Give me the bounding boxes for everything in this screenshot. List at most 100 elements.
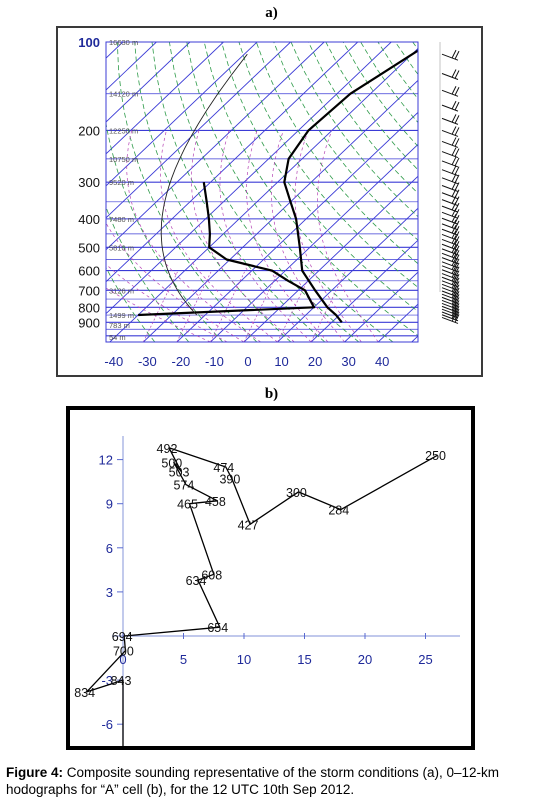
hodo-pressure-label: 654 xyxy=(207,621,228,635)
wind-barb-flag xyxy=(451,240,457,249)
figure-caption: Figure 4: Composite sounding representat… xyxy=(6,764,536,798)
wind-barb-flag xyxy=(451,310,457,319)
temperature-tick-label: 20 xyxy=(308,354,322,369)
dry-adiabat-line xyxy=(412,42,418,50)
wind-barb-flag xyxy=(454,303,460,312)
pressure-tick-label: 100 xyxy=(78,35,100,50)
wind-barb-flag xyxy=(451,293,457,302)
wind-barb-flag xyxy=(454,127,460,136)
hodo-y-tick-label: 12 xyxy=(99,453,113,468)
isotherm-line xyxy=(106,42,224,155)
height-label: 10750 m xyxy=(109,155,138,164)
isotherm-line xyxy=(210,143,418,342)
wind-barb xyxy=(441,165,460,177)
wind-barb xyxy=(441,195,460,207)
temperature-tick-label: 40 xyxy=(375,354,389,369)
height-label: 16630 m xyxy=(109,38,138,47)
hodo-pressure-label: 694 xyxy=(112,630,133,644)
wind-barb-flag xyxy=(451,235,457,244)
hodo-pressure-label: 427 xyxy=(238,518,259,532)
pressure-tick-label: 200 xyxy=(78,123,100,138)
wind-barb xyxy=(441,126,460,137)
wind-barb-flag xyxy=(454,314,460,323)
wind-barb-flag xyxy=(451,230,457,239)
hodo-y-tick-label: -6 xyxy=(101,717,113,732)
wind-barb xyxy=(441,230,460,241)
dewpoint-profile xyxy=(138,182,316,317)
hodo-pressure-label: 284 xyxy=(328,504,349,518)
wind-barb xyxy=(441,188,460,200)
wind-barb-flag xyxy=(451,302,457,311)
moist-adiabat-line xyxy=(219,130,312,342)
wind-barb xyxy=(441,69,460,80)
temperature-tick-label: -10 xyxy=(205,354,224,369)
mixing-ratio-line xyxy=(210,270,246,342)
wind-barb-flag xyxy=(451,289,457,299)
temperature-tick-label: 30 xyxy=(341,354,355,369)
wind-barb-flag xyxy=(451,69,457,78)
hodo-x-tick-label: 10 xyxy=(237,652,251,667)
wind-barb-flag xyxy=(451,126,457,135)
height-label: 9520 m xyxy=(109,178,134,187)
isotherm-line xyxy=(109,47,418,342)
dry-adiabat-line xyxy=(394,42,418,75)
wind-barb-flag xyxy=(454,101,460,111)
isotherm-line xyxy=(411,335,418,342)
wind-barb-flag xyxy=(451,147,457,156)
pressure-tick-label: 900 xyxy=(78,315,100,330)
hodo-pressure-label: 474 xyxy=(213,461,234,475)
wind-barb-flag xyxy=(451,244,457,254)
dry-adiabat-line xyxy=(238,42,418,288)
wind-barb-flag xyxy=(454,157,460,167)
wind-barb-flag xyxy=(454,305,460,315)
wind-barb-flag xyxy=(454,220,460,230)
dry-adiabat-line xyxy=(377,42,418,100)
isotherm-line xyxy=(106,42,191,123)
hodo-pressure-label: 250 xyxy=(425,449,446,463)
wind-barb xyxy=(441,307,460,319)
temperature-tick-label: -20 xyxy=(172,354,191,369)
hodo-y-tick-label: 9 xyxy=(106,497,113,512)
wind-barb-flag xyxy=(451,307,457,317)
wind-barb-flag xyxy=(451,114,457,123)
wind-barb xyxy=(441,114,460,125)
pressure-tick-label: 300 xyxy=(78,175,100,190)
isotherm-line xyxy=(106,42,291,219)
height-label: 54 m xyxy=(109,333,126,342)
hodograph-trace xyxy=(86,447,438,746)
wind-barb-flag xyxy=(451,214,457,223)
pressure-tick-label: 400 xyxy=(78,212,100,227)
temperature-tick-label: 0 xyxy=(244,354,251,369)
dry-adiabat-line xyxy=(169,42,360,342)
caption-label: Figure 4: xyxy=(6,765,64,780)
wind-barb-flag xyxy=(451,296,457,305)
wind-barb-flag xyxy=(451,253,457,262)
wind-barb-flag xyxy=(451,261,457,271)
hodo-pressure-label: 465 xyxy=(177,498,198,512)
height-label: 1499 m xyxy=(109,311,134,320)
wind-barb-flag xyxy=(454,241,460,250)
dry-adiabat-line xyxy=(203,42,418,337)
wind-barb-flag xyxy=(451,225,457,234)
hodo-pressure-label: 608 xyxy=(201,568,222,582)
hodo-pressure-label: 834 xyxy=(74,686,95,700)
dry-adiabat-line xyxy=(106,266,156,342)
temperature-tick-label: -40 xyxy=(104,354,123,369)
wind-barb xyxy=(441,214,460,225)
wind-barb xyxy=(441,313,460,324)
dry-adiabat-line xyxy=(342,42,418,147)
hodo-x-tick-label: 5 xyxy=(180,652,187,667)
height-label: 3126 m xyxy=(109,286,134,295)
temperature-tick-label: 10 xyxy=(274,354,288,369)
mixing-ratio-line xyxy=(243,270,280,342)
hodo-pressure-label: 700 xyxy=(113,645,134,659)
wind-barb-flag xyxy=(454,236,460,245)
mixing-ratio-line xyxy=(143,270,179,342)
pressure-tick-label: 800 xyxy=(78,300,100,315)
wind-barb-flag xyxy=(454,231,460,240)
moist-adiabat-line xyxy=(106,287,211,342)
moist-adiabat-line xyxy=(294,130,362,342)
hodograph-chart: 0 5 10 15 20 25 -6 -3 3 6 9 12 250 284 300 427 390 474 492… xyxy=(66,406,475,750)
wind-barb-flag xyxy=(451,156,457,166)
height-label: 14120 m xyxy=(109,90,138,99)
